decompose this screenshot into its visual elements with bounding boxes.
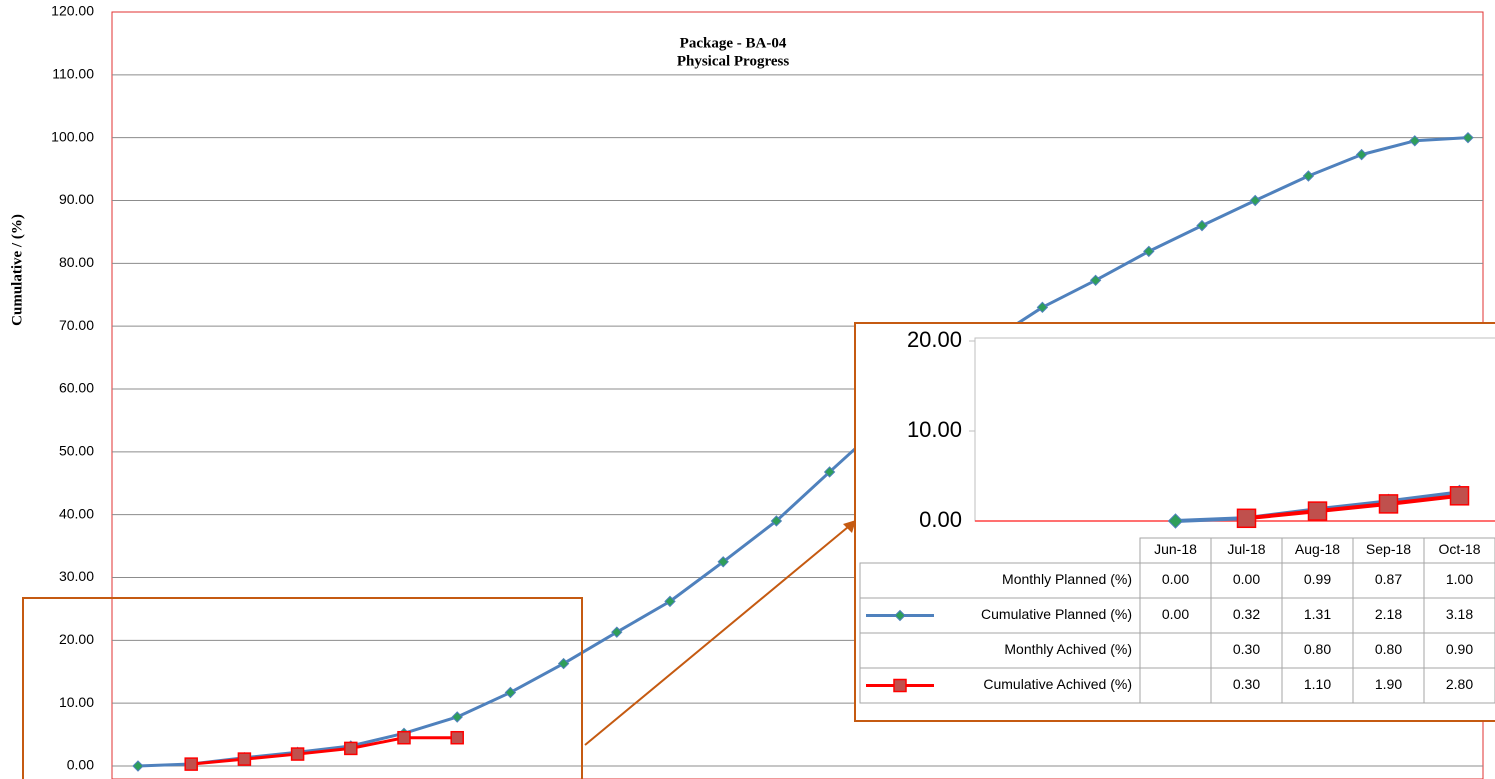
row-label: Cumulative Planned (%) bbox=[981, 606, 1132, 622]
y-tick-label: 50.00 bbox=[59, 443, 94, 459]
series-line bbox=[1246, 493, 1460, 521]
row-label: Monthly Planned (%) bbox=[1002, 571, 1132, 587]
y-tick-label: 0.00 bbox=[919, 507, 962, 532]
point bbox=[504, 686, 517, 699]
table-value: 0.00 bbox=[1233, 571, 1260, 587]
table-value: 0.30 bbox=[1233, 676, 1260, 692]
point bbox=[1036, 301, 1049, 314]
table-value: 3.18 bbox=[1446, 606, 1473, 622]
table-value: 1.00 bbox=[1446, 571, 1473, 587]
y-tick-label: 60.00 bbox=[59, 380, 94, 396]
legend-marker bbox=[893, 678, 907, 693]
table-cell bbox=[1423, 667, 1495, 704]
y-tick-label: 90.00 bbox=[59, 191, 94, 207]
point bbox=[344, 741, 358, 756]
point bbox=[1378, 494, 1399, 514]
y-tick-label: 20.00 bbox=[907, 327, 962, 352]
y-tick-label: 110.00 bbox=[52, 66, 94, 82]
y-tick-label: 30.00 bbox=[59, 568, 94, 584]
table-value: 2.18 bbox=[1375, 606, 1402, 622]
column-header: Jun-18 bbox=[1154, 541, 1197, 557]
row-label: Monthly Achived (%) bbox=[1004, 641, 1132, 657]
y-tick-label: 100.00 bbox=[51, 128, 94, 144]
table-value: 0.00 bbox=[1162, 571, 1189, 587]
point bbox=[290, 747, 305, 761]
point bbox=[1355, 148, 1368, 161]
point bbox=[717, 556, 729, 568]
point bbox=[1196, 219, 1208, 232]
point bbox=[1236, 508, 1257, 529]
table-value: 0.00 bbox=[1162, 606, 1189, 622]
y-tick-label: 40.00 bbox=[59, 505, 94, 521]
point bbox=[132, 760, 144, 772]
point bbox=[1307, 501, 1328, 521]
table-value: 1.10 bbox=[1304, 676, 1331, 692]
table-value: 0.90 bbox=[1446, 641, 1473, 657]
table-value: 1.31 bbox=[1304, 606, 1331, 622]
column-header: Aug-18 bbox=[1295, 541, 1340, 557]
table-value: 0.87 bbox=[1375, 571, 1402, 587]
inset-plot-frame bbox=[974, 337, 1495, 522]
point bbox=[450, 730, 464, 745]
y-tick-label: 0.00 bbox=[67, 757, 94, 773]
y-tick-label: 20.00 bbox=[59, 631, 94, 647]
point bbox=[1462, 131, 1474, 144]
point bbox=[237, 752, 252, 766]
column-header: Sep-18 bbox=[1366, 541, 1411, 557]
point bbox=[1089, 274, 1102, 287]
column-header: Oct-18 bbox=[1438, 541, 1480, 557]
point bbox=[184, 757, 198, 771]
table-value: 0.99 bbox=[1304, 571, 1331, 587]
point bbox=[1302, 170, 1315, 182]
y-tick-label: 120.00 bbox=[51, 3, 94, 19]
column-header: Jul-18 bbox=[1227, 541, 1265, 557]
legend-marker bbox=[894, 609, 906, 622]
row-label: Cumulative Achived (%) bbox=[983, 676, 1132, 692]
point bbox=[1449, 486, 1470, 506]
inset: 0.00 10.00 20.00 Jun-18 Jul-18 Aug-18 Sep-18 Oc… bbox=[854, 322, 1495, 722]
point bbox=[823, 466, 836, 478]
point bbox=[1249, 194, 1261, 207]
series-line bbox=[137, 136, 1469, 768]
chart-title: Package - BA-04 bbox=[680, 35, 787, 51]
arrow-head bbox=[843, 520, 856, 533]
chart-subtitle: Physical Progress bbox=[677, 53, 790, 69]
point bbox=[611, 626, 623, 638]
table-value: 0.30 bbox=[1233, 641, 1260, 657]
point bbox=[664, 595, 676, 608]
point bbox=[1409, 135, 1421, 147]
point bbox=[557, 657, 570, 670]
table-value: 0.32 bbox=[1233, 606, 1260, 622]
table-value: 0.80 bbox=[1375, 641, 1402, 657]
series-line bbox=[191, 736, 458, 766]
zoom-box bbox=[22, 597, 583, 779]
point bbox=[770, 515, 783, 527]
y-tick-label: 10.00 bbox=[907, 417, 962, 442]
table-value: 2.80 bbox=[1446, 676, 1473, 692]
point bbox=[397, 730, 411, 745]
table-value: 0.80 bbox=[1304, 641, 1331, 657]
point bbox=[1143, 245, 1155, 258]
y-axis-label: Cumulative / (%) bbox=[9, 214, 25, 326]
table-value: 1.90 bbox=[1375, 676, 1402, 692]
point bbox=[451, 711, 463, 723]
y-tick-label: 70.00 bbox=[59, 317, 94, 333]
point bbox=[1167, 513, 1184, 529]
y-tick-label: 10.00 bbox=[59, 694, 94, 710]
y-tick-label: 80.00 bbox=[59, 254, 94, 270]
zoom-arrow bbox=[584, 526, 849, 746]
